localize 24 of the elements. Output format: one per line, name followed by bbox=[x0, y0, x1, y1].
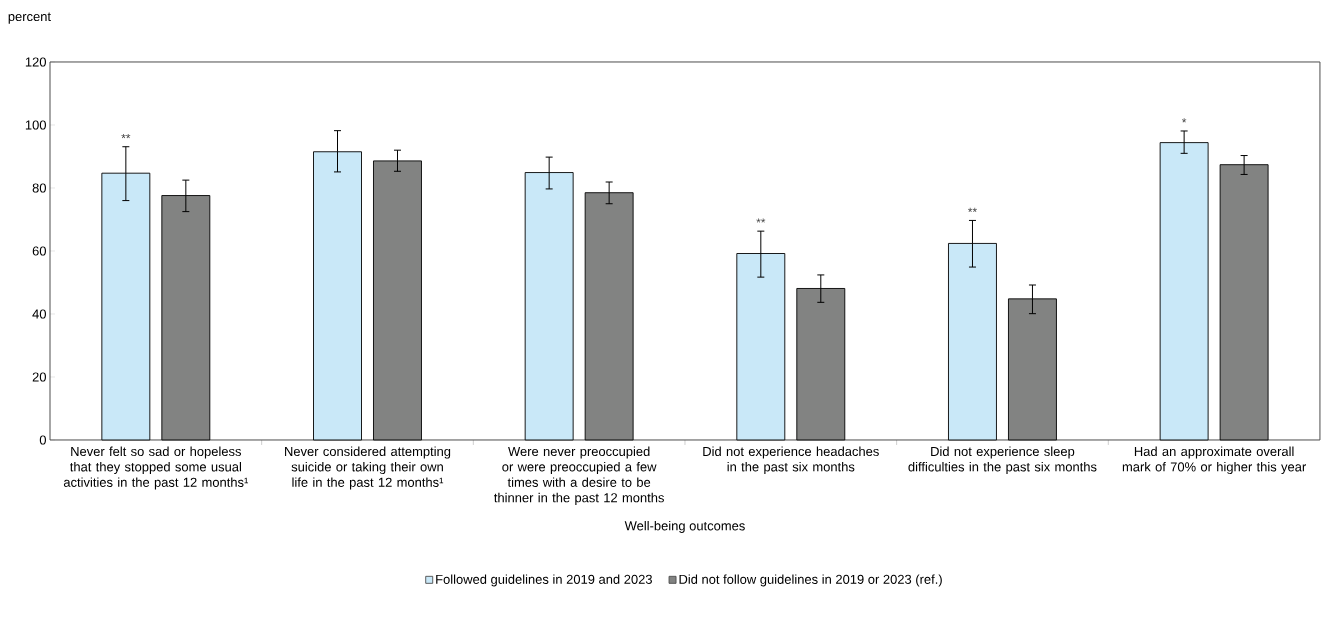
legend-label: Did not follow guidelines in 2019 or 2023 (ref.) bbox=[679, 574, 942, 587]
x-tick-label: Had an approximate overall mark of 70% or higher this year bbox=[1122, 446, 1306, 475]
x-tick-label: Were never preoccupied or were preoccupied a few times with a desire to be thinner in the past 12 months bbox=[494, 446, 664, 505]
bar bbox=[101, 172, 151, 441]
x-tick-label: Did not experience sleep difficulties in the past six months bbox=[908, 446, 1097, 475]
bar bbox=[948, 242, 997, 441]
y-tick-label: 0 bbox=[39, 435, 46, 445]
data-label: ** bbox=[968, 207, 977, 212]
x-axis-title: Well-being outcomes bbox=[624, 520, 745, 533]
data-label: * bbox=[1181, 118, 1187, 123]
legend-label: Followed guidelines in 2019 and 2023 bbox=[436, 574, 652, 587]
data-label: ** bbox=[121, 133, 131, 139]
y-tick-label: 60 bbox=[32, 246, 46, 256]
y-tick-label: 20 bbox=[32, 372, 46, 382]
data-label: ** bbox=[756, 218, 766, 223]
y-axis-title: percent bbox=[8, 12, 51, 24]
bar bbox=[796, 288, 846, 441]
x-tick-label: Never felt so sad or hopeless that they stopped some usual activities in the past 12 months¹ bbox=[63, 446, 249, 490]
y-tick-label: 40 bbox=[32, 309, 46, 319]
x-tick-label: Did not experience headaches in the past six months bbox=[703, 446, 879, 475]
y-tick-label: 80 bbox=[32, 183, 46, 193]
y-tick-label: 120 bbox=[25, 57, 46, 67]
x-tick-label: Never considered attempting suicide or taking their own life in the past 12 months¹ bbox=[285, 446, 451, 490]
y-tick-label: 100 bbox=[25, 120, 46, 130]
